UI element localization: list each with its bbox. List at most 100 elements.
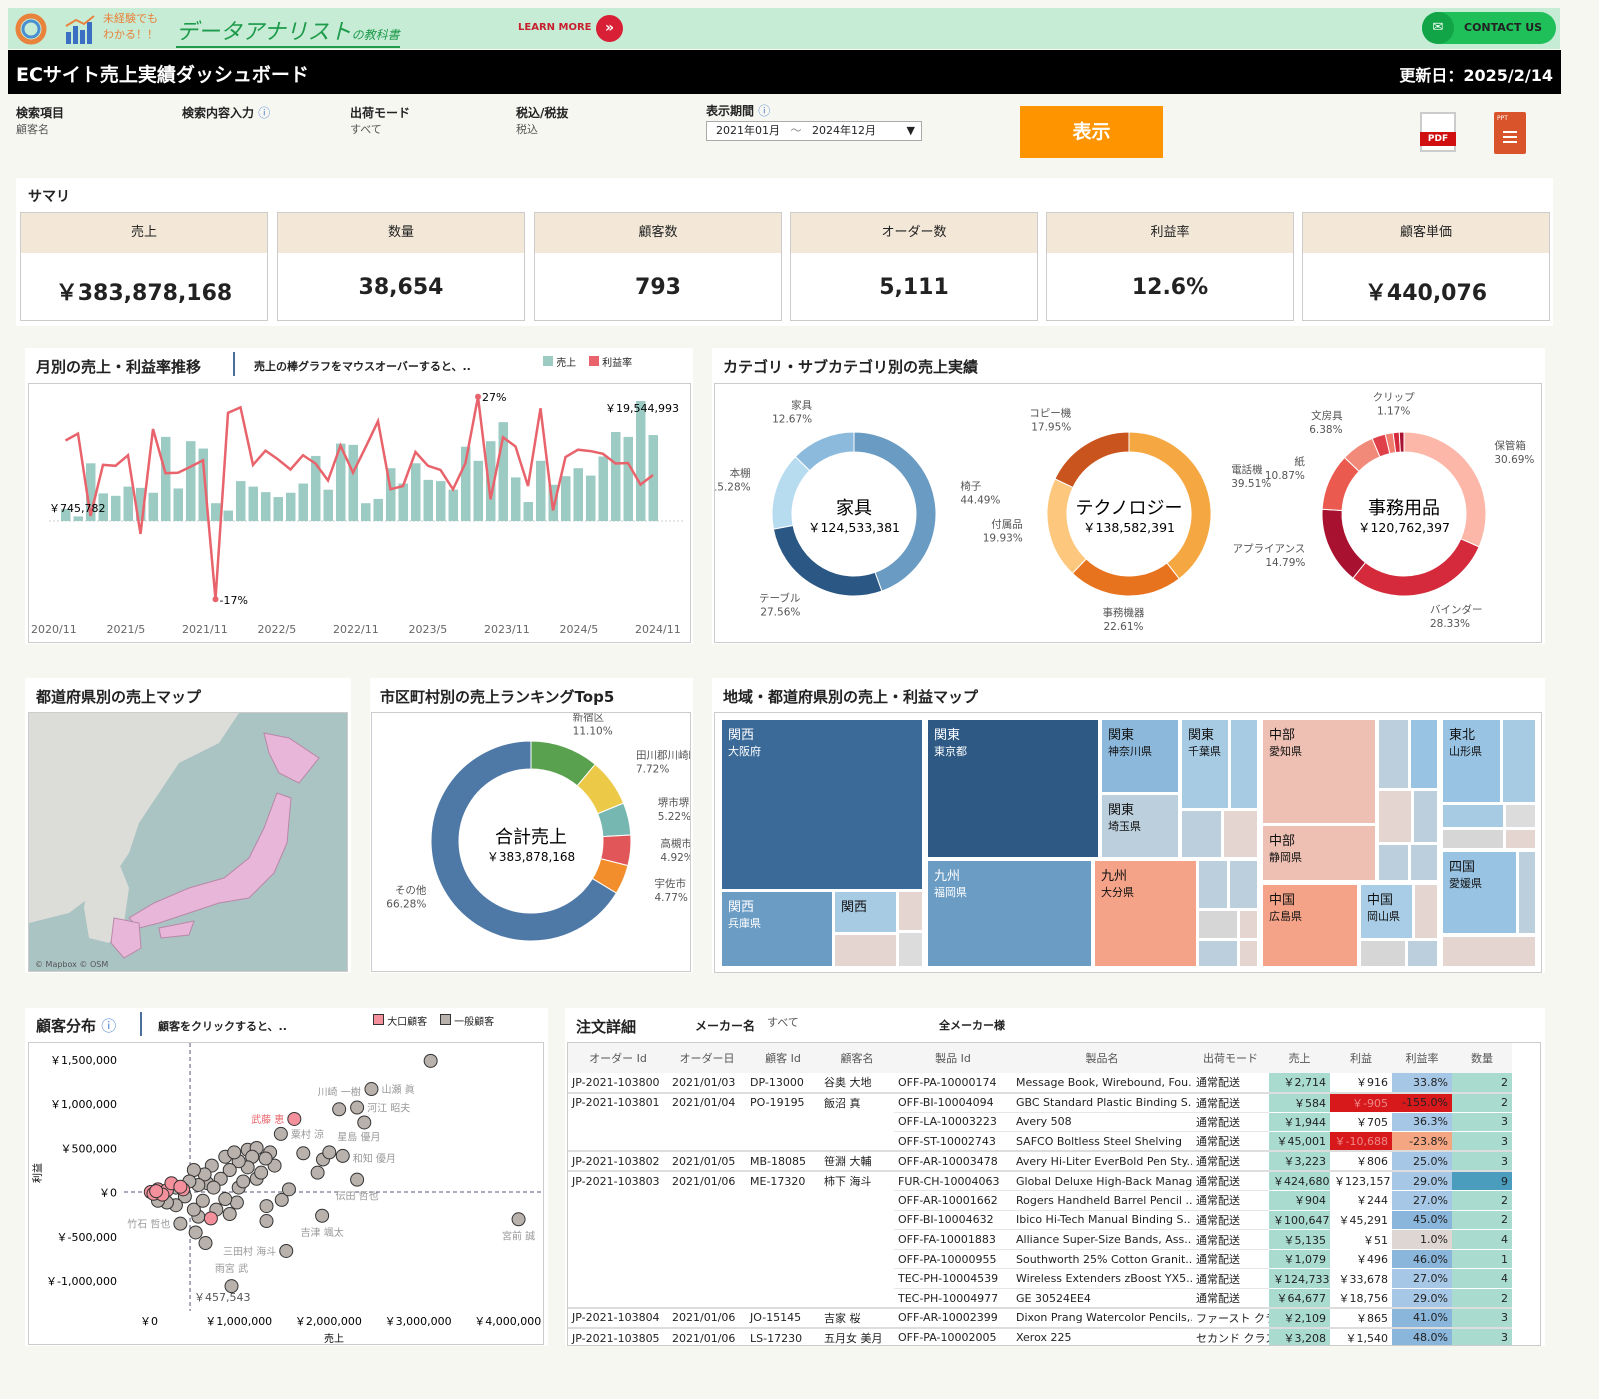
sales-bar [411, 463, 421, 521]
treemap-cell[interactable] [1181, 810, 1222, 858]
column-header[interactable]: 利益率 [1392, 1043, 1452, 1073]
treemap-cell[interactable] [834, 934, 897, 967]
treemap-cell[interactable]: 中部 静岡県 [1262, 825, 1376, 881]
table-row[interactable]: JP-2021-103801 2021/01/04 PO-19195 飯沼 真 OFF-… [568, 1092, 1512, 1113]
treemap-cell[interactable] [1505, 804, 1536, 828]
treemap-cell[interactable] [1378, 719, 1409, 789]
customer-point [195, 1193, 210, 1208]
treemap-cell[interactable] [1198, 940, 1238, 967]
column-header[interactable]: 売上 [1269, 1043, 1330, 1073]
customer-scatter[interactable]: ￥1,500,000 ￥1,000,000 ￥500,000 ￥0 ￥-500,000 ￥… [28, 1042, 544, 1345]
table-row[interactable]: OFF-AR-10001662 Rogers Handheld Barrel Pe… [568, 1190, 1512, 1211]
category-donuts[interactable]: 椅子44.49%テーブル27.56%本棚15.28%家具12.67%家具￥124… [714, 383, 1542, 643]
filter-search-item[interactable]: 検索項目 顧客名 [16, 104, 64, 137]
treemap-cell[interactable] [1198, 860, 1228, 909]
column-header[interactable]: オーダー日 [668, 1043, 746, 1073]
sales-bar [161, 436, 171, 521]
info-icon[interactable]: ⓘ [258, 106, 271, 120]
treemap-cell[interactable]: 関東 千葉県 [1181, 719, 1229, 809]
column-header[interactable]: 利益 [1330, 1043, 1392, 1073]
treemap-cell[interactable]: 関西 大阪府 [721, 719, 923, 890]
treemap-cell[interactable] [1442, 936, 1536, 967]
region-treemap[interactable]: 関西 大阪府 関西 兵庫県 関西 関東 東京都 関東 神奈川県 関東 千葉県 関東 埼玉県 九州 福岡県 九州… [714, 712, 1542, 973]
table-cell: PO-19195 [750, 1096, 805, 1110]
top5-donut[interactable]: 新宿区 11.10% 田川郡川崎町 7.72% 堺市堺区 5.22% 高槻市 4.92% 宇佐市… [371, 712, 691, 972]
table-row[interactable]: OFF-ST-10002743 SAFCO Boltless Steel Shel… [568, 1131, 1512, 1152]
treemap-cell[interactable]: 関東 東京都 [927, 719, 1099, 858]
treemap-cell[interactable] [1502, 719, 1536, 803]
monthly-chart[interactable]: ￥745,782 ￥19,544,993 27% -17% 2020/11 2021/5 2… [28, 383, 691, 643]
filter-tax[interactable]: 税込/税抜 税込 [516, 104, 568, 137]
treemap-cell[interactable] [1239, 910, 1258, 939]
treemap-cell[interactable]: 中国 広島県 [1262, 884, 1358, 967]
filter-ship-mode[interactable]: 出荷モード すべて [350, 104, 410, 137]
treemap-cell[interactable] [1442, 804, 1504, 828]
customer-legend: 大口顧客 一般顧客 [373, 1013, 494, 1028]
treemap-cell[interactable]: 関東 神奈川県 [1101, 719, 1179, 793]
table-row[interactable]: OFF-FA-10001883 Alliance Super-Size Bands… [568, 1229, 1512, 1250]
orders-table-wrap[interactable]: オーダー Id オーダー日 顧客 Id 顧客名 製品 Id 製品名 出荷モード 売上 利益 利益率… [567, 1042, 1541, 1346]
column-header[interactable]: 顧客 Id [746, 1043, 820, 1073]
treemap-cell[interactable]: 中部 愛知県 [1262, 719, 1376, 824]
treemap-cell[interactable] [1378, 844, 1409, 881]
table-row[interactable]: JP-2021-103803 2021/01/06 ME-17320 柿下 海斗 FUR… [568, 1170, 1512, 1192]
table-row[interactable]: JP-2021-103802 2021/01/05 MB-18085 笹淵 大輔 OFF… [568, 1151, 1512, 1172]
learn-more-link[interactable]: LEARN MORE [518, 22, 592, 33]
table-row[interactable]: OFF-PA-10000955 Southworth 25% Cotton Gra… [568, 1249, 1512, 1270]
treemap-cell[interactable] [898, 891, 923, 931]
table-row[interactable]: OFF-BI-10004632 Ibico Hi-Tech Manual Bind… [568, 1210, 1512, 1231]
treemap-cell[interactable] [1378, 790, 1412, 843]
treemap-cell[interactable]: 四国 愛媛県 [1442, 851, 1517, 934]
treemap-cell[interactable]: 東北 山形県 [1442, 719, 1501, 803]
table-cell: ￥2,109 [1269, 1308, 1330, 1329]
treemap-cell[interactable] [1229, 860, 1258, 909]
pdf-export-icon[interactable]: PDF [1420, 112, 1456, 152]
treemap-cell[interactable] [1505, 829, 1536, 849]
treemap-cell[interactable]: 中国 岡山県 [1360, 884, 1413, 939]
customer-label: 川崎 一樹 [318, 1085, 361, 1098]
table-row[interactable]: JP-2021-103800 2021/01/03 DP-13000 谷奥 大地 OFF… [568, 1073, 1512, 1094]
treemap-cell[interactable] [1518, 851, 1536, 934]
table-row[interactable]: JP-2021-103805 2021/01/06 LS-17230 五月女 美月 OF… [568, 1327, 1512, 1345]
customer-label: 星島 優月 [337, 1130, 380, 1143]
period-select[interactable]: 2021年01月 ～ 2024年12月 ▼ [706, 121, 922, 141]
ppt-export-icon[interactable]: PPT [1494, 112, 1526, 154]
treemap-cell[interactable] [1413, 790, 1438, 843]
japan-map[interactable]: © Mapbox © OSM [28, 712, 348, 972]
filter-search-input[interactable]: 検索内容入力 ⓘ [182, 104, 270, 121]
treemap-cell[interactable]: 九州 福岡県 [927, 860, 1092, 967]
contact-button[interactable]: ✉ CONTACT US [1422, 12, 1556, 44]
column-header[interactable]: 出荷モード [1192, 1043, 1269, 1073]
info-icon[interactable]: ⓘ [101, 1017, 117, 1035]
treemap-cell[interactable] [1410, 719, 1438, 789]
treemap-cell[interactable] [1230, 719, 1258, 809]
info-icon[interactable]: ⓘ [758, 104, 771, 118]
column-header[interactable]: オーダー Id [568, 1043, 668, 1073]
table-row[interactable]: TEC-PH-10004539 Wireless Extenders zBoost… [568, 1268, 1512, 1290]
treemap-cell[interactable]: 関西 [834, 891, 897, 933]
table-row[interactable]: JP-2021-103804 2021/01/06 JO-15145 吉家 桜 OFF-… [568, 1308, 1512, 1329]
treemap-cell[interactable] [898, 932, 923, 967]
treemap-cell[interactable] [1410, 844, 1438, 881]
table-row[interactable]: OFF-LA-10003223 Avery 508 通常配送 ￥1,944 ￥705 36… [568, 1112, 1512, 1133]
prefecture-label: 愛媛県 [1449, 876, 1482, 890]
column-header[interactable]: 顧客名 [820, 1043, 894, 1073]
show-button[interactable]: 表示 [1020, 106, 1163, 158]
treemap-cell[interactable] [1223, 810, 1258, 858]
table-cell: 飯沼 真 [824, 1096, 861, 1110]
column-header[interactable]: 製品 Id [894, 1043, 1012, 1073]
treemap-cell[interactable]: 関東 埼玉県 [1101, 794, 1179, 858]
treemap-cell[interactable] [1442, 829, 1504, 849]
treemap-cell[interactable]: 関西 兵庫県 [721, 891, 833, 967]
arrow-right-icon[interactable]: » [596, 15, 623, 42]
maker-select[interactable]: すべて [767, 1016, 799, 1029]
column-header[interactable]: 数量 [1452, 1043, 1512, 1073]
treemap-cell[interactable] [1414, 884, 1438, 939]
table-row[interactable]: TEC-PH-10004977 GE 30524EE4 通常配送 ￥64,677 ￥18… [568, 1288, 1512, 1309]
treemap-cell[interactable] [1239, 940, 1258, 967]
treemap-cell[interactable] [1407, 940, 1438, 967]
treemap-cell[interactable]: 九州 大分県 [1094, 860, 1197, 967]
treemap-cell[interactable] [1198, 910, 1238, 939]
treemap-cell[interactable] [1360, 940, 1406, 967]
column-header[interactable]: 製品名 [1012, 1043, 1192, 1073]
